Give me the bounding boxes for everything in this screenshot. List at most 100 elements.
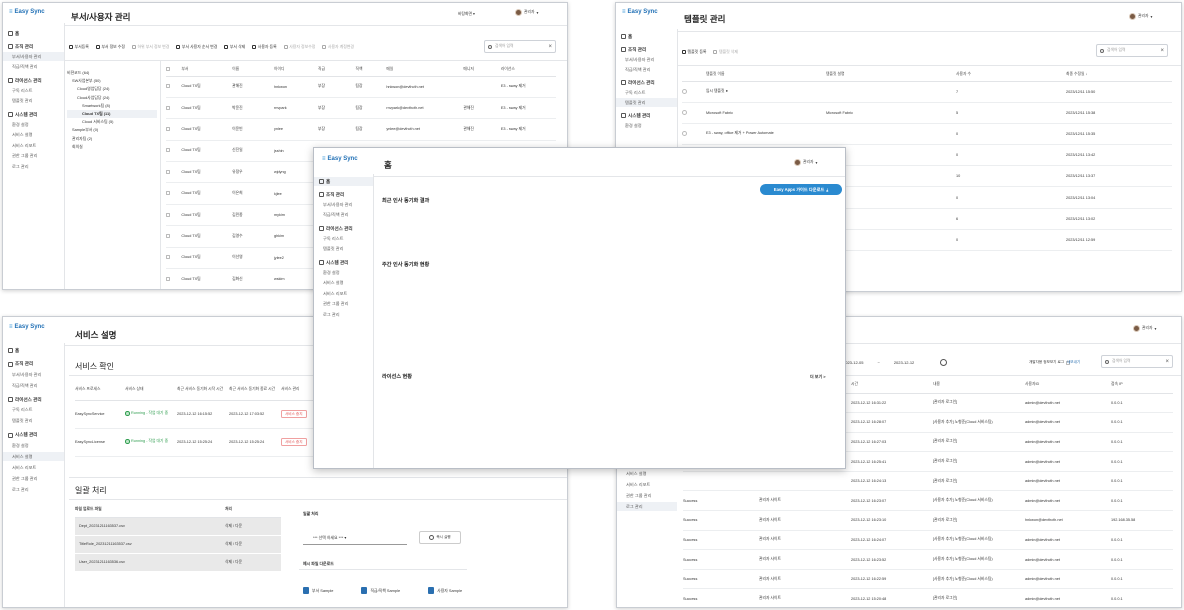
table-row[interactable]: 2023-12-12 16:31:22 [관리자 로그인] admin@devthc… (683, 393, 1173, 413)
more-link[interactable]: 더 보기 > (810, 374, 826, 379)
table-row[interactable]: 임시 템플릿 ● 7 2023/12/11 15:50 (682, 81, 1172, 103)
tree-node[interactable]: SW사업본부 (50) (72, 78, 101, 84)
table-row[interactable]: Success 관리자 사이트 2023-12-12 16:24:07 [사용자 추가… (683, 530, 1173, 550)
table-row[interactable]: 2023-12-12 16:24:13 [관리자 로그인] admin@devthc… (683, 471, 1173, 491)
sidebar-item[interactable]: 부서/사용자 관리 (3, 370, 64, 379)
tree-node[interactable]: Cloud TX팀 (11) (67, 110, 157, 119)
date-from[interactable]: 2023-12-05 (843, 360, 864, 365)
user-menu[interactable]: 관리자 ▾ (1133, 325, 1156, 332)
column-header[interactable]: 이름 (232, 66, 240, 71)
sidebar-item[interactable]: 조직 관리 (3, 360, 64, 369)
sidebar-item[interactable]: 권한 그룹 관리 (3, 474, 64, 483)
column-header[interactable] (166, 63, 181, 76)
column-header[interactable]: 템플릿 설명 (826, 72, 845, 77)
table-row[interactable]: E3 - sway, office 제거 + Power Automate 0 20… (682, 123, 1172, 145)
date-range[interactable]: 2023-12-05 ~2023-12-12 (843, 359, 948, 366)
toolbar-button[interactable]: 사용자 계정변경 (322, 44, 354, 50)
column-header[interactable]: 최종 수정일 ↓ (1066, 72, 1088, 77)
toolbar-button[interactable]: 사용자 정보수정 (283, 44, 315, 50)
sidebar-item[interactable]: 서비스 리포트 (3, 141, 64, 150)
table-row[interactable]: User_20231211163536.csv 삭제 / 다운 (75, 553, 281, 571)
sidebar-item[interactable]: 권한 그룹 관리 (3, 152, 64, 161)
guide-download-button[interactable]: Easy Apps 가이드 다운로드 ⤓ (760, 184, 842, 195)
sidebar-item[interactable]: 환경 설정 (3, 441, 64, 450)
table-row[interactable]: Microsoft Fabric Microsoft Fabric 5 2023/12… (682, 102, 1172, 124)
sidebar-item[interactable]: 로그 관리 (3, 485, 64, 494)
top-select[interactable]: 바탕화면 ▾ (458, 12, 475, 16)
column-header[interactable]: 접속 IP (1111, 382, 1123, 387)
row-checkbox[interactable] (166, 255, 170, 260)
table-row[interactable]: 2023-12-12 16:28:07 [사용자 추가] 노형준(Cloud 서비… (683, 413, 1173, 433)
sidebar-item[interactable]: 라이선스 관리 (3, 395, 64, 404)
sidebar-item[interactable]: 구독 리스트 (3, 86, 64, 95)
sidebar-item[interactable]: 직급/직책 관리 (616, 65, 677, 74)
sidebar-item[interactable]: 서비스 리포트 (314, 289, 373, 298)
close-icon[interactable]: × (548, 43, 552, 50)
sidebar-item[interactable]: 템플릿 관리 (3, 97, 64, 106)
sidebar-item[interactable]: 부서/사용자 관리 (3, 52, 64, 61)
sidebar-item[interactable]: 라이선스 관리 (3, 76, 64, 85)
table-row[interactable]: Dept_20231211163537.csv 삭제 / 다운 (75, 517, 281, 535)
export-button[interactable]: 내보내기 (1067, 360, 1081, 364)
column-header[interactable]: 사용자 수 (956, 72, 972, 77)
stop-service-button[interactable]: 서비스 중지 (281, 410, 307, 418)
sample-download-link[interactable]: 사용자 Sample (428, 587, 462, 594)
sidebar-item[interactable]: 권한 그룹 관리 (617, 491, 677, 500)
column-header[interactable] (682, 69, 706, 81)
date-to[interactable]: 2023-12-12 (893, 360, 915, 365)
sidebar-item[interactable]: 템플릿 관리 (616, 98, 677, 107)
table-row[interactable]: Cloud TX팀 이윤빈 ynlee 부장 팀장 ynlee@devthcth.net 관… (166, 119, 556, 141)
column-header[interactable]: 직책 (355, 66, 363, 71)
sidebar-item[interactable]: 구독 리스트 (314, 234, 373, 243)
sidebar-item[interactable]: 시스템 관리 (3, 431, 64, 440)
sidebar-item[interactable]: 서비스 설명 (314, 279, 373, 288)
column-header[interactable]: 매니저 (463, 66, 474, 71)
column-header[interactable]: 라이선스 (500, 66, 515, 71)
sidebar-item[interactable]: 라이선스 관리 (314, 224, 373, 233)
sidebar-item[interactable]: 시스템 관리 (314, 258, 373, 267)
tree-node[interactable]: Cloud 서비스팀 (5) (82, 119, 114, 125)
sidebar-item[interactable]: 서비스 설명 (3, 131, 64, 140)
sidebar-item[interactable]: 로그 관리 (314, 310, 373, 319)
search-input[interactable]: 검색어 입력 × (484, 40, 556, 53)
table-row[interactable]: TitleRole_20231211163537.csv 삭제 / 다운 (75, 535, 281, 553)
row-radio[interactable] (682, 88, 687, 94)
table-row[interactable]: 2023-12-12 16:25:41 [관리자 로그인] admin@devthc… (683, 452, 1173, 472)
toolbar-button[interactable]: 템플릿 등록 (682, 49, 706, 55)
column-header[interactable]: 메일 (386, 66, 394, 71)
column-header[interactable]: 아이디 (273, 66, 285, 71)
sidebar-item[interactable]: 권한 그룹 관리 (314, 300, 373, 309)
close-icon[interactable]: × (1165, 358, 1169, 365)
search-input[interactable]: 검색어 입력 × (1096, 44, 1168, 57)
sidebar-item[interactable]: 구독 리스트 (616, 88, 677, 97)
sidebar-item[interactable]: 홈 (3, 346, 64, 355)
delete-download-link[interactable]: 삭제 / 다운 (225, 559, 243, 564)
table-row[interactable]: Cloud TX팀 박윤진 rnvpark 부장 팀장 rnvpark@devthcth.… (166, 97, 556, 119)
user-menu[interactable]: 관리자 ▾ (515, 9, 538, 16)
sidebar-item[interactable]: 로그 관리 (3, 162, 64, 171)
sidebar-item[interactable]: 서비스 리포트 (3, 463, 64, 472)
table-row[interactable]: Success 관리자 사이트 2023-12-12 16:22:59 [사용자 추가… (683, 569, 1173, 589)
sidebar-item[interactable]: 라이선스 관리 (616, 78, 677, 87)
sidebar-item[interactable]: 시스템 관리 (3, 110, 64, 119)
column-header[interactable]: 부서 (181, 66, 189, 71)
row-checkbox[interactable] (166, 84, 170, 89)
tree-node[interactable]: Cloud사업담당 (24) (77, 94, 110, 100)
user-menu[interactable]: 관리자 ▾ (1129, 13, 1152, 20)
sidebar-item[interactable]: 조직 관리 (3, 42, 64, 51)
toolbar-button[interactable]: 부서 정보 수정 (95, 44, 125, 50)
sidebar-item[interactable]: 부서/사용자 관리 (616, 55, 677, 64)
sidebar-item[interactable]: 환경 설정 (3, 120, 64, 129)
table-row[interactable]: Success 관리자 사이트 2023-12-12 16:23:07 [사용자 추가… (683, 491, 1173, 511)
tree-node[interactable]: Cloud영업담당 (24) (77, 86, 110, 92)
tree-node[interactable]: Smartwork팀 (8) (82, 102, 111, 108)
sample-download-link[interactable]: 직급/직책 Sample (361, 587, 400, 594)
sidebar-item[interactable]: 홈 (3, 29, 64, 38)
sidebar-item[interactable]: 홈 (616, 32, 677, 41)
tree-node[interactable]: 회의실 (72, 143, 83, 149)
close-icon[interactable]: × (1160, 47, 1164, 54)
column-header[interactable]: 내용 (933, 382, 940, 387)
row-checkbox[interactable] (166, 169, 170, 174)
sample-download-link[interactable]: 부서 Sample (303, 587, 333, 594)
sidebar-item[interactable]: 서비스 리포트 (617, 480, 677, 489)
